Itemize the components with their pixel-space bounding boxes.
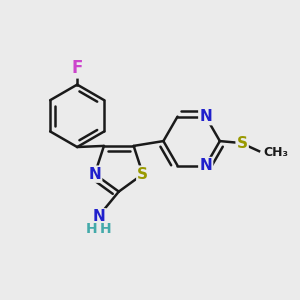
Text: S: S [237,136,248,151]
Text: H: H [86,222,98,236]
Text: N: N [88,167,101,182]
Text: F: F [71,59,83,77]
Text: N: N [93,209,106,224]
Text: CH₃: CH₃ [263,146,288,159]
Text: H: H [100,222,111,236]
Text: S: S [137,167,148,182]
Text: N: N [200,158,212,173]
Text: N: N [200,109,212,124]
